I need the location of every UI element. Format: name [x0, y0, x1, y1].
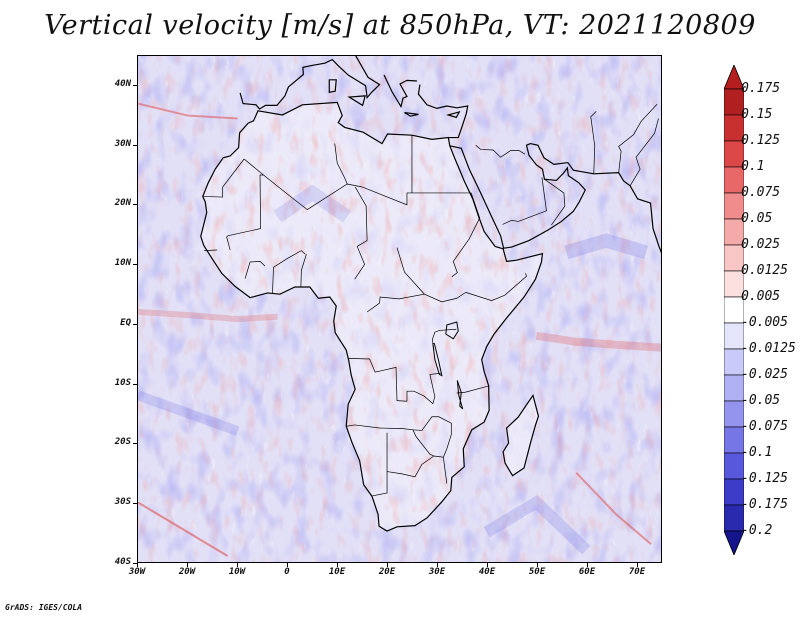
colorbar-level-label: 0.175 [741, 81, 780, 96]
lon-tick [637, 563, 638, 567]
lon-tick [587, 563, 588, 567]
colorbar-level-label: 0.05 [741, 211, 772, 226]
lat-tick-label: EQ [101, 318, 131, 328]
colorbar-level-label: -0.075 [741, 419, 788, 434]
colorbar-level-label: -0.0125 [741, 341, 796, 356]
lon-tick-label: 60E [572, 567, 602, 577]
lat-tick [133, 85, 137, 86]
lat-tick-label: 20S [101, 437, 131, 447]
grads-credit: GrADS: IGES/COLA [5, 603, 82, 612]
lat-tick-label: 10N [101, 258, 131, 268]
lat-tick [133, 264, 137, 265]
lat-tick [133, 384, 137, 385]
lon-tick-label: 40E [472, 567, 502, 577]
colorbar-level-label: -0.05 [741, 393, 780, 408]
lon-tick-label: 20E [372, 567, 402, 577]
colorbar-level-label: -0.025 [741, 367, 788, 382]
colorbar-level-label: 0.1 [741, 159, 764, 174]
lon-tick [237, 563, 238, 567]
lon-tick-label: 30E [422, 567, 452, 577]
vertical-velocity-map[interactable] [138, 56, 661, 562]
lon-tick-label: 70E [622, 567, 652, 577]
map-title: Vertical velocity [m/s] at 850hPa, VT: 2… [0, 10, 800, 41]
lat-tick [133, 503, 137, 504]
lat-tick-label: 30S [101, 497, 131, 507]
lon-tick [337, 563, 338, 567]
lat-tick-label: 40N [101, 79, 131, 89]
lat-tick-label: 10S [101, 378, 131, 388]
colorbar-level-label: -0.005 [741, 315, 788, 330]
lat-tick-label: 40S [101, 557, 131, 567]
lon-tick [537, 563, 538, 567]
lat-tick-label: 20N [101, 198, 131, 208]
lon-tick-label: 10W [222, 567, 252, 577]
lon-tick [487, 563, 488, 567]
colorbar-level-label: -0.125 [741, 471, 788, 486]
lat-tick-label: 30N [101, 139, 131, 149]
lon-tick [437, 563, 438, 567]
lon-tick [387, 563, 388, 567]
lon-tick-label: 30W [122, 567, 152, 577]
lat-tick [133, 443, 137, 444]
colorbar-level-label: 0.075 [741, 185, 780, 200]
lon-tick [187, 563, 188, 567]
colorbar-level-label: 0.025 [741, 237, 780, 252]
colorbar-level-label: 0.0125 [741, 263, 788, 278]
colorbar-level-label: 0.005 [741, 289, 780, 304]
lon-tick-label: 0 [272, 567, 302, 577]
lon-tick-label: 50E [522, 567, 552, 577]
lon-tick-label: 10E [322, 567, 352, 577]
colorbar-level-label: -0.2 [741, 523, 772, 538]
lat-tick [133, 324, 137, 325]
map-panel[interactable] [137, 55, 662, 563]
lat-tick [133, 204, 137, 205]
colorbar-level-label: -0.175 [741, 497, 788, 512]
colorbar-level-label: 0.15 [741, 107, 772, 122]
colorbar-level-label: 0.125 [741, 133, 780, 148]
lon-tick [287, 563, 288, 567]
lon-tick-label: 20W [172, 567, 202, 577]
colorbar-level-label: -0.1 [741, 445, 772, 460]
lon-tick [137, 563, 138, 567]
lat-tick [133, 145, 137, 146]
